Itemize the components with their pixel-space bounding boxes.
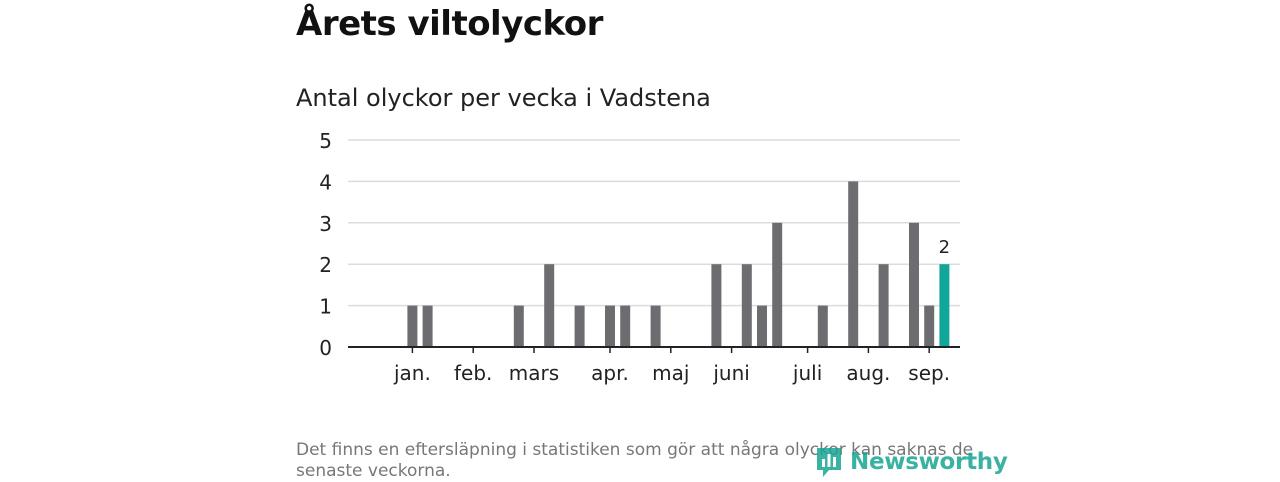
grid-lines [348,139,960,307]
x-tick-label: sep. [908,361,950,385]
y-tick-label: 4 [319,170,332,194]
x-tick-label: maj [652,361,689,385]
bar [650,305,661,347]
x-tick-label: jan. [393,361,431,385]
chart-title: Årets viltolyckor [296,4,603,44]
bar [924,305,935,347]
bar [757,305,767,347]
y-axis-ticks: 0 1 2 3 4 5 [319,129,332,360]
bar [574,305,585,347]
bar [817,305,828,347]
bar [513,305,524,347]
bar [605,305,615,347]
x-tick-label: feb. [454,361,492,385]
bar [711,264,722,347]
bar-highlight [939,264,950,347]
x-tick-label: apr. [591,361,629,385]
y-tick-label: 2 [319,253,332,277]
newsworthy-logo-icon [817,448,841,477]
x-axis-ticks: jan. feb. mars apr. maj juni juli aug. sep. [348,346,960,385]
y-tick-label: 5 [319,129,332,153]
data-labels: 2 [939,237,950,258]
data-label: 2 [939,237,950,258]
bar [848,181,859,347]
footnote: Det finns en eftersläpning i statistiken… [296,440,974,481]
chart-subtitle: Antal olyckor per vecka i Vadstena [296,84,711,112]
x-tick-label: mars [509,361,559,385]
bar [772,222,783,347]
bar [878,264,889,347]
bar [620,305,631,347]
bar [741,264,752,347]
newsworthy-logo-text: Newsworthy [850,449,1008,475]
x-tick-label: aug. [846,361,890,385]
y-tick-label: 1 [319,295,332,319]
bar [909,222,919,347]
bar [407,305,418,347]
bar [422,305,433,347]
bar [544,264,555,347]
x-tick-label: juni [712,361,749,385]
y-tick-label: 0 [319,336,332,360]
newsworthy-logo: Newsworthy [814,445,1008,479]
y-tick-label: 3 [319,212,332,236]
x-tick-label: juli [792,361,822,385]
bars [407,181,950,347]
